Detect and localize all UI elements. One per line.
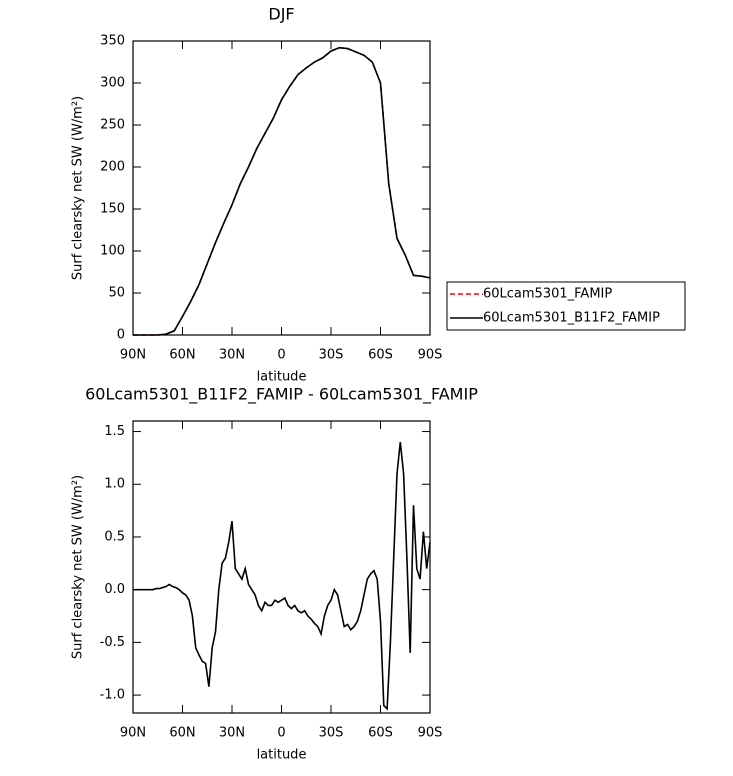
- y-tick-label: -1.0: [100, 688, 125, 703]
- legend-label: 60Lcam5301_FAMIP: [483, 287, 612, 302]
- y-tick-label: 1.0: [104, 477, 125, 492]
- y-tick-label: 250: [100, 118, 125, 133]
- y-tick-label: 200: [100, 160, 125, 175]
- x-tick-label: 30S: [319, 726, 344, 741]
- y-tick-label: -0.5: [100, 635, 125, 650]
- data-line: [133, 46, 431, 336]
- x-tick-label: 60N: [169, 726, 195, 741]
- y-axis-label: Surf clearsky net SW (W/m²): [71, 475, 86, 659]
- y-tick-label: 0: [117, 328, 125, 343]
- y-tick-label: 50: [108, 286, 125, 301]
- y-tick-label: 0.5: [104, 529, 125, 544]
- x-tick-label: 60S: [368, 726, 393, 741]
- chart-title: 60Lcam5301_B11F2_FAMIP - 60Lcam5301_FAMI…: [85, 385, 478, 405]
- y-tick-label: 150: [100, 202, 125, 217]
- x-tick-label: 30S: [319, 348, 344, 363]
- x-tick-label: 60N: [169, 348, 195, 363]
- x-tick-label: 90S: [418, 348, 443, 363]
- y-tick-label: 1.5: [104, 424, 125, 439]
- x-tick-label: 30N: [219, 726, 245, 741]
- y-tick-label: 300: [100, 76, 125, 91]
- y-tick-label: 0.0: [104, 582, 125, 597]
- x-axis-label: latitude: [257, 748, 307, 763]
- x-tick-label: 90N: [120, 726, 146, 741]
- x-tick-label: 90N: [120, 348, 146, 363]
- legend-box: [446, 281, 686, 331]
- y-tick-label: 350: [100, 34, 125, 49]
- x-tick-label: 30N: [219, 348, 245, 363]
- x-axis-label: latitude: [257, 370, 307, 385]
- y-tick-label: 100: [100, 244, 125, 259]
- chart-title: DJF: [268, 5, 294, 24]
- plot-frame: [132, 420, 431, 714]
- y-axis-label: Surf clearsky net SW (W/m²): [71, 96, 86, 280]
- x-tick-label: 90S: [418, 726, 443, 741]
- data-line: [133, 441, 431, 711]
- x-tick-label: 0: [277, 348, 285, 363]
- x-tick-label: 60S: [368, 348, 393, 363]
- data-line: [133, 46, 431, 336]
- x-tick-label: 0: [277, 726, 285, 741]
- legend-label: 60Lcam5301_B11F2_FAMIP: [483, 311, 660, 326]
- plot-frame: [132, 40, 431, 336]
